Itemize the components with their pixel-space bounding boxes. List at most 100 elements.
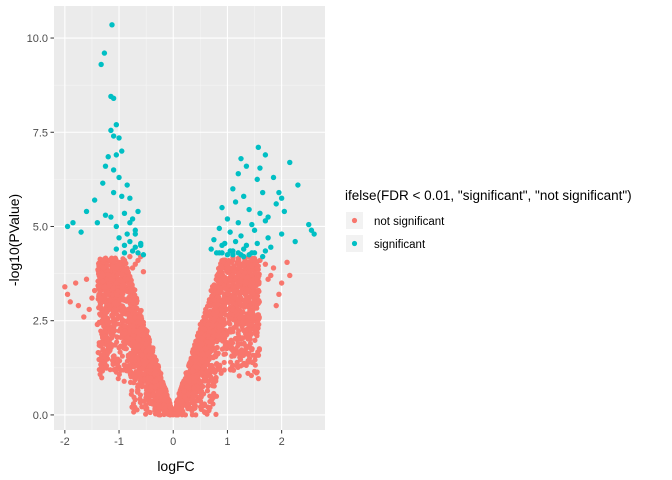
data-point-not-significant [184,383,190,390]
data-point-not-significant [213,411,219,417]
data-point-significant [135,208,141,215]
data-point-not-significant [143,402,149,408]
data-point-significant [219,204,225,211]
data-point-not-significant [117,343,124,349]
data-point-not-significant [222,277,228,283]
legend-label-significant: significant [374,239,426,251]
data-point-not-significant [111,322,118,328]
data-point-not-significant [221,367,227,373]
data-point-not-significant [239,341,245,347]
data-point-not-significant [140,332,146,338]
data-point-not-significant [130,371,136,377]
data-point-not-significant [235,340,241,347]
data-point-not-significant [233,324,239,330]
data-point-significant [108,214,114,220]
data-point-not-significant [139,404,145,410]
data-point-not-significant [100,335,106,341]
data-point-not-significant [113,356,119,362]
data-point-not-significant [224,306,230,313]
data-point-not-significant [209,397,215,403]
data-point-not-significant [197,356,203,362]
data-point-not-significant [249,263,255,269]
data-point-not-significant [226,328,233,334]
data-point-not-significant [215,289,221,295]
data-point-not-significant [194,333,201,339]
data-point-not-significant [91,287,98,294]
data-point-not-significant [256,297,262,304]
data-point-significant [83,208,90,215]
data-point-not-significant [128,307,135,313]
data-point-not-significant [252,294,258,301]
data-point-not-significant [198,369,204,376]
data-point-not-significant [128,288,134,294]
data-point-not-significant [145,377,151,383]
data-point-not-significant [189,412,195,418]
data-point-not-significant [129,265,136,271]
data-point-not-significant [113,280,120,286]
data-point-not-significant [125,311,131,317]
data-point-not-significant [154,410,160,416]
data-point-not-significant [110,361,116,368]
data-point-not-significant [192,344,198,350]
data-point-not-significant [214,284,220,290]
data-point-not-significant [239,335,246,342]
data-point-significant [121,210,128,216]
data-point-significant [259,189,266,196]
data-point-not-significant [243,279,249,285]
data-point-significant [268,244,274,250]
data-point-not-significant [265,276,271,282]
data-point-significant [119,193,125,200]
data-point-not-significant [111,316,117,322]
data-point-not-significant [205,332,211,339]
data-point-not-significant [248,331,254,338]
data-point-not-significant [105,291,111,298]
data-point-not-significant [242,297,248,303]
data-point-not-significant [218,370,224,376]
data-point-not-significant [105,349,111,355]
data-point-significant [113,223,120,230]
data-point-not-significant [130,323,136,329]
data-point-not-significant [135,336,141,342]
data-point-significant [254,176,260,183]
data-point-not-significant [231,263,237,269]
data-point-significant [113,246,120,252]
data-point-significant [292,238,298,245]
data-point-not-significant [115,315,121,322]
data-point-not-significant [121,378,127,384]
data-point-not-significant [199,383,205,390]
data-point-not-significant [148,363,154,369]
data-point-significant [259,253,266,260]
data-point-not-significant [96,340,102,346]
data-point-not-significant [67,299,73,305]
data-point-significant [235,220,241,226]
data-point-significant [295,182,301,188]
data-point-significant [249,250,255,256]
data-point-not-significant [171,411,178,417]
data-point-not-significant [116,371,122,378]
data-point-not-significant [151,392,157,398]
data-point-not-significant [256,288,262,295]
data-point-significant [113,122,120,128]
data-point-not-significant [117,349,123,355]
data-point-not-significant [270,265,277,271]
data-point-not-significant [95,350,102,356]
data-point-not-significant [247,336,253,342]
data-point-not-significant [197,394,203,400]
legend: ifelse(FDR < 0.01, "significant", "not s… [345,188,632,252]
data-point-significant [241,193,247,200]
data-point-significant [132,231,138,237]
data-point-not-significant [163,392,169,399]
data-point-not-significant [136,344,142,350]
data-point-not-significant [130,338,137,345]
data-point-not-significant [110,285,117,291]
data-point-not-significant [104,318,110,324]
data-point-not-significant [206,407,212,414]
data-point-significant [273,201,279,207]
data-point-not-significant [120,290,126,297]
data-point-not-significant [109,292,116,298]
data-point-not-significant [239,290,245,296]
data-point-not-significant [118,334,124,341]
data-point-significant [121,250,128,256]
